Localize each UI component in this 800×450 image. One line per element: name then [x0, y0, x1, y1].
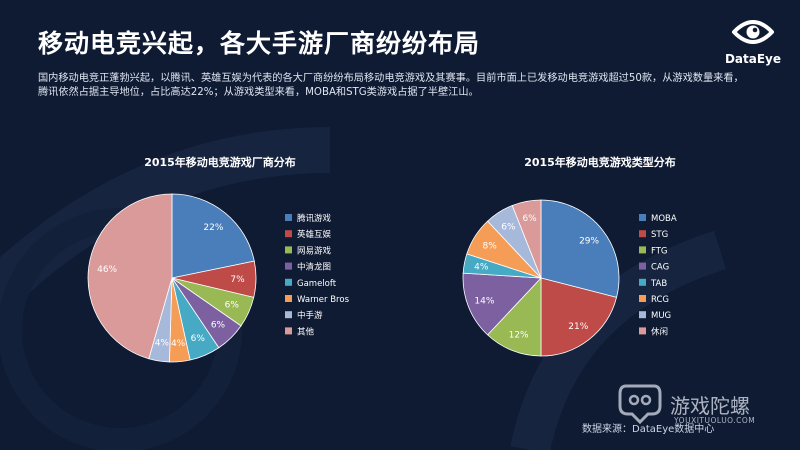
pie-slice — [462, 272, 542, 336]
legend-label: Warner Bros — [297, 295, 350, 305]
pie-slice — [511, 199, 542, 279]
legend-label: 休闲 — [651, 326, 668, 337]
data-label: 6% — [225, 301, 240, 311]
pie-slice — [540, 199, 620, 298]
data-label: 6% — [191, 334, 206, 344]
legend-label: 中手游 — [297, 310, 323, 321]
data-label: 8% — [482, 241, 497, 251]
genre-distribution-chart: 2015年移动电竞游戏类型分布 29% 21% 12% 14% 4% 8% 6% 6% MOBA… — [420, 148, 780, 378]
legend-label: STG — [651, 230, 668, 240]
intro-line: 腾讯依然占据主导地位，占比高达22%；从游戏类型来看，MOBA和STG类游戏占据… — [38, 87, 479, 98]
youxituoluo-watermark: 游戏陀螺 YOUXITUOLUO.COM — [612, 372, 782, 432]
legend-label: 中清龙图 — [297, 262, 331, 273]
legend-label: 其他 — [297, 326, 315, 337]
data-label: 6% — [211, 321, 226, 331]
intro-paragraph: 国内移动电竞正蓬勃兴起，以腾讯、英雄互娱为代表的各大厂商纷纷布局移动电竞游戏及其… — [38, 72, 758, 100]
legend-swatch — [285, 214, 292, 221]
data-label: 21% — [568, 322, 588, 332]
legend-label: 英雄互娱 — [297, 229, 332, 240]
legend-swatch — [285, 262, 292, 270]
legend-swatch — [639, 214, 646, 221]
legend-label: RCG — [651, 295, 669, 305]
data-label: 4% — [171, 339, 186, 349]
brand-name: DataEye — [724, 52, 782, 66]
data-label: 12% — [509, 331, 529, 341]
data-label: 4% — [474, 263, 489, 273]
legend-swatch — [639, 311, 646, 319]
intro-line: 国内移动电竞正蓬勃兴起，以腾讯、英雄互娱为代表的各大厂商纷纷布局移动电竞游戏及其… — [38, 73, 744, 84]
data-label: 6% — [501, 223, 516, 233]
data-label: 6% — [522, 214, 537, 224]
chart-title: 2015年移动电竞游戏类型分布 — [524, 156, 676, 169]
legend-swatch — [285, 295, 292, 302]
watermark-url: YOUXITUOLUO.COM — [674, 416, 756, 425]
eye-logo-icon — [732, 20, 774, 44]
legend-label: TAB — [650, 279, 667, 289]
legend-swatch — [639, 230, 646, 238]
pie-slice — [171, 193, 255, 279]
legend-label: Gameloft — [297, 279, 337, 289]
legend-swatch — [639, 262, 646, 270]
legend-label: 腾讯游戏 — [297, 213, 332, 224]
data-source: 数据来源：DataEye数据中心 — [582, 424, 715, 435]
legend-label: 网易游戏 — [297, 245, 332, 256]
data-label: 46% — [97, 265, 117, 275]
data-label: 29% — [579, 237, 599, 247]
controller-logo-icon — [618, 384, 662, 425]
data-label: 7% — [230, 275, 245, 285]
watermark-name: 游戏陀螺 — [670, 394, 750, 418]
legend-swatch — [639, 246, 646, 254]
legend-swatch — [639, 278, 646, 286]
legend-swatch — [285, 311, 292, 319]
data-label: 14% — [474, 296, 494, 306]
legend-swatch — [285, 246, 292, 254]
dataeye-logo: DataEye — [718, 14, 788, 70]
legend-label: FTG — [651, 246, 668, 256]
data-label: 4% — [155, 339, 170, 349]
legend-swatch — [285, 327, 292, 335]
legend-label: MUG — [651, 311, 671, 321]
pie-chart-genres: 29% 21% 12% 14% 4% 8% 6% 6% MOBA STG FTG CAG TAB RCG M… — [462, 199, 677, 357]
pie-slice — [87, 193, 173, 360]
legend-swatch — [285, 278, 292, 286]
legend-label: MOBA — [651, 214, 677, 224]
legend-swatch — [285, 230, 292, 238]
legend-swatch — [639, 295, 646, 302]
legend-swatch — [639, 327, 646, 335]
vendor-distribution-chart: 2015年移动电竞游戏厂商分布 22% 7% 6% 6% 6% 4% 4% 46% 腾讯游戏英雄… — [40, 148, 400, 378]
page-title: 移动电竞兴起，各大手游厂商纷纷布局 — [38, 29, 481, 58]
data-label: 22% — [203, 223, 223, 233]
legend-label: CAG — [651, 263, 669, 273]
chart-title: 2015年移动电竞游戏厂商分布 — [144, 156, 296, 169]
pie-slice — [540, 277, 618, 357]
